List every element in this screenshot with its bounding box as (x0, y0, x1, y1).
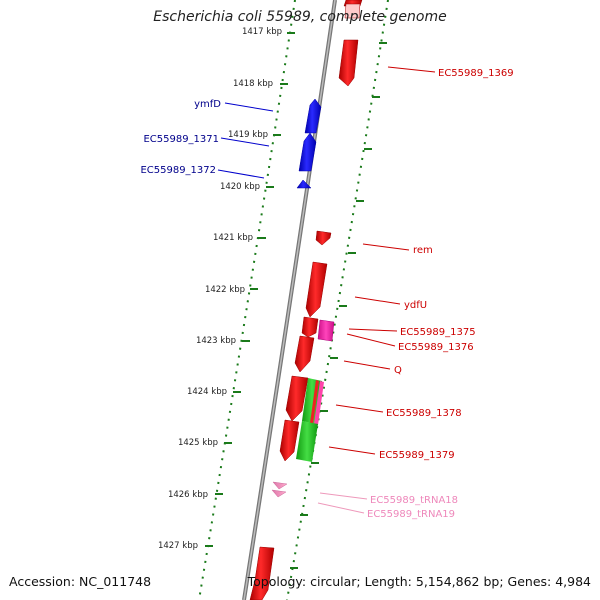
label-leaders (217, 66, 436, 514)
label-ymfD: ymfD (194, 99, 221, 110)
gene-EC55989-1369 (338, 39, 359, 87)
label-EC55989-1378: EC55989_1378 (386, 408, 462, 419)
outer-ticks (290, 42, 387, 569)
gene-rem (315, 230, 332, 246)
map-title: Escherichia coli 55989, complete genome (153, 9, 447, 25)
tick-label: 1417 kbp (242, 27, 282, 37)
forward-genes (296, 98, 322, 189)
tick-label: 1421 kbp (213, 233, 253, 243)
gene-EC55989-1371 (298, 132, 317, 172)
gene-EC55989-1379 (279, 419, 300, 462)
gene-label-group: ymfD EC55989_1371 EC55989_1372 EC55989_1… (140, 68, 513, 520)
tick-label: 1419 kbp (228, 130, 268, 140)
tick-label: 1418 kbp (233, 79, 273, 89)
gene-tRNA18 (272, 481, 288, 490)
tick-label: 1424 kbp (187, 387, 227, 397)
tick-label-group: 1417 kbp 1418 kbp 1419 kbp 1420 kbp 1421… (158, 27, 282, 551)
label-EC55989-1376: EC55989_1376 (398, 342, 474, 353)
gene-tRNA19 (271, 489, 287, 498)
outer-dotted-track (286, 0, 389, 600)
inner-ticks (205, 32, 295, 547)
label-EC55989-1372: EC55989_1372 (140, 165, 216, 176)
label-EC55989-1369: EC55989_1369 (438, 68, 514, 79)
tick-label: 1427 kbp (158, 541, 198, 551)
feature-green-block (296, 378, 324, 462)
gene-ymfD (304, 98, 322, 134)
gene-top-partial-2 (344, 3, 361, 19)
tick-label: 1422 kbp (205, 285, 245, 295)
feature-EC55989-1376 (317, 319, 335, 342)
label-EC55989-1379: EC55989_1379 (379, 450, 455, 461)
label-rem: rem (413, 245, 433, 256)
genome-backbone-highlight (243, 0, 336, 600)
label-ydfU: ydfU (404, 300, 427, 311)
tick-label: 1423 kbp (196, 336, 236, 346)
accession-text: Accession: NC_011748 (9, 574, 152, 589)
tick-label: 1426 kbp (168, 490, 208, 500)
tick-label: 1420 kbp (220, 182, 260, 192)
label-EC55989-1371: EC55989_1371 (143, 134, 219, 145)
label-EC55989-tRNA19: EC55989_tRNA19 (367, 509, 455, 520)
inner-dotted-track (198, 0, 296, 600)
tick-label: 1425 kbp (178, 438, 218, 448)
gene-ydfU (305, 261, 328, 318)
gene-bottom-partial (249, 546, 275, 600)
gene-Q (294, 335, 315, 373)
gene-EC55989-1375 (301, 316, 319, 338)
gene-EC55989-1372 (296, 179, 312, 189)
label-Q: Q (394, 365, 402, 376)
gene-EC55989-1378 (285, 375, 309, 422)
label-EC55989-tRNA18: EC55989_tRNA18 (370, 495, 458, 506)
trna-features (271, 481, 288, 498)
genome-summary-text: Topology: circular; Length: 5,154,862 bp… (247, 574, 591, 589)
reverse-genes (249, 0, 363, 600)
label-EC55989-1375: EC55989_1375 (400, 327, 476, 338)
